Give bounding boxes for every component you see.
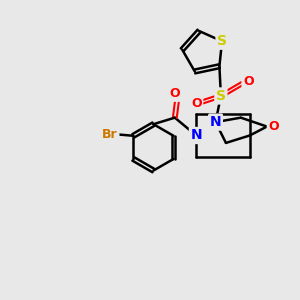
- Text: S: S: [216, 89, 226, 103]
- Text: O: O: [169, 87, 179, 101]
- Text: O: O: [191, 97, 202, 110]
- Text: O: O: [243, 76, 254, 88]
- Text: N: N: [190, 128, 202, 142]
- Text: N: N: [210, 115, 221, 129]
- Text: Br: Br: [102, 128, 118, 141]
- Text: O: O: [268, 120, 279, 133]
- Text: S: S: [217, 34, 227, 48]
